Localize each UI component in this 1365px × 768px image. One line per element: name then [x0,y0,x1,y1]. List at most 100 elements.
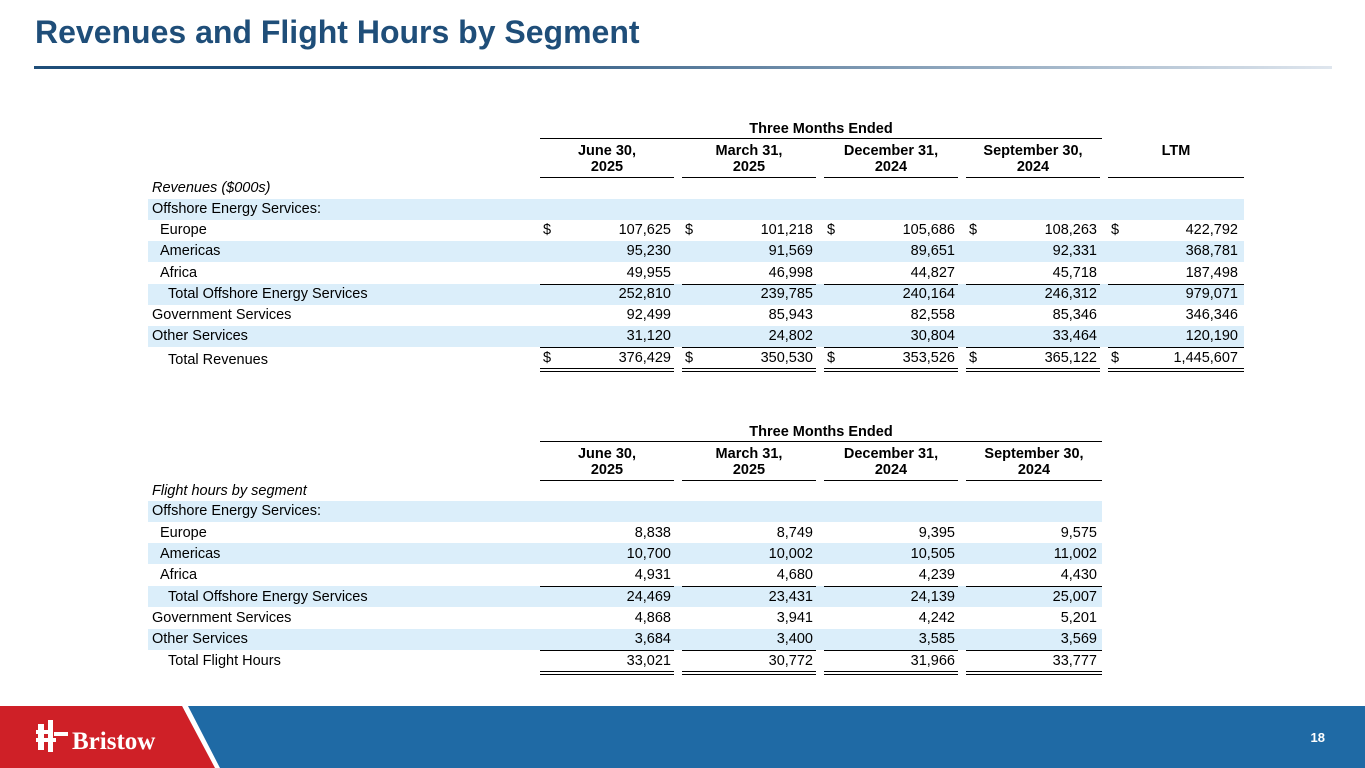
cell-value: 5,201 [1060,610,1097,626]
flight-col-header-line2: 2024 [874,462,908,478]
title-divider [34,66,1332,69]
subtotal-rule [540,650,674,651]
total-double-rule [540,671,674,675]
subtotal-rule [824,650,958,651]
revenue-col-header-line2: 2025 [732,159,766,175]
cell-value: 4,430 [1060,567,1097,583]
flight-group-header-rule [540,441,1102,442]
flight-col-header: December 31, 2024 [824,446,958,478]
cell-value: 376,429 [618,350,671,366]
revenue-col-header: March 31, 2025 [682,143,816,175]
flight-col-header: June 30, 2025 [540,446,674,478]
subtotal-rule [682,347,816,348]
revenue-col-rule [1108,177,1244,178]
subtotal-rule [682,586,816,587]
revenue-col-header-line2: 2024 [1016,159,1050,175]
total-double-rule [824,368,958,372]
flight-col-header-line2: 2025 [732,462,766,478]
flight-col-rule [966,480,1102,481]
flight-group-header: Three Months Ended [749,424,893,440]
dollar-sign: $ [543,350,552,366]
flight-col-header-line1: March 31, [715,446,783,462]
flight-col-rule [682,480,816,481]
row-label: Americas [160,546,221,562]
cell-value: 346,346 [1185,307,1238,323]
revenue-col-rule [682,177,816,178]
cell-value: 9,575 [1060,525,1097,541]
row-band [148,241,1244,262]
cell-value: 82,558 [910,307,955,323]
row-label: Other Services [152,631,248,647]
revenue-col-header: June 30, 2025 [540,143,674,175]
revenue-col-header: September 30, 2024 [966,143,1100,175]
dollar-sign: $ [827,350,836,366]
subtotal-rule [1108,284,1244,285]
revenue-col-header: LTM [1108,143,1244,159]
cell-value: 24,469 [626,589,671,605]
total-double-rule [824,671,958,675]
cell-value: 422,792 [1185,222,1238,238]
subtotal-rule [824,347,958,348]
flight-col-header-line1: June 30, [577,446,637,462]
cell-value: 105,686 [902,222,955,238]
dollar-sign: $ [543,222,552,238]
flight-col-rule [540,480,674,481]
subtotal-rule [540,284,674,285]
cell-value: 24,139 [910,589,955,605]
subtotal-rule [966,284,1100,285]
cell-value: 10,002 [768,546,813,562]
subtotal-rule [540,347,674,348]
cell-value: 4,239 [918,567,955,583]
subtotal-rule [682,650,816,651]
revenue-section-label: Revenues ($000s) [152,180,271,196]
cell-value: 246,312 [1044,286,1097,302]
dollar-sign: $ [827,222,836,238]
cell-value: 44,827 [910,265,955,281]
cell-value: 350,530 [760,350,813,366]
footer-logo-panel [0,706,215,768]
cell-value: 8,838 [634,525,671,541]
revenue-col-rule [540,177,674,178]
dollar-sign: $ [1111,350,1120,366]
subtotal-rule [540,586,674,587]
revenue-col-header-line1: March 31, [715,143,783,159]
row-label: Total Offshore Energy Services [168,286,368,302]
flight-col-header-line1: December 31, [843,446,939,462]
cell-value: 3,569 [1060,631,1097,647]
revenue-col-header-line1: September 30, [983,143,1083,159]
cell-value: 240,164 [902,286,955,302]
subtotal-rule [1108,347,1244,348]
flight-col-header: March 31, 2025 [682,446,816,478]
row-band [148,501,1102,522]
row-band [148,199,1244,220]
cell-value: 85,346 [1052,307,1097,323]
cell-value: 353,526 [902,350,955,366]
subtotal-rule [824,284,958,285]
cell-value: 33,777 [1052,653,1097,669]
cell-value: 979,071 [1185,286,1238,302]
cell-value: 95,230 [626,243,671,259]
dollar-sign: $ [969,350,978,366]
row-label: Total Offshore Energy Services [168,589,368,605]
flight-col-header-line2: 2025 [590,462,624,478]
revenue-col-header-line2: 2025 [590,159,624,175]
cell-value: 4,868 [634,610,671,626]
total-double-rule [682,368,816,372]
subtotal-rule [966,347,1100,348]
cell-value: 85,943 [768,307,813,323]
flight-col-header-line2: 2024 [1017,462,1051,478]
revenue-col-header-line2: 2024 [874,159,908,175]
dollar-sign: $ [1111,222,1120,238]
page-number: 18 [1310,730,1325,745]
cell-value: 33,464 [1052,328,1097,344]
dollar-sign: $ [969,222,978,238]
flight-col-header-line1: September 30, [984,446,1084,462]
row-label: Total Flight Hours [168,653,281,669]
cell-value: 33,021 [626,653,671,669]
cell-value: 4,931 [634,567,671,583]
cell-value: 4,680 [776,567,813,583]
flight-col-header: September 30, 2024 [966,446,1102,478]
cell-value: 3,941 [776,610,813,626]
cell-value: 31,120 [626,328,671,344]
cell-value: 239,785 [760,286,813,302]
